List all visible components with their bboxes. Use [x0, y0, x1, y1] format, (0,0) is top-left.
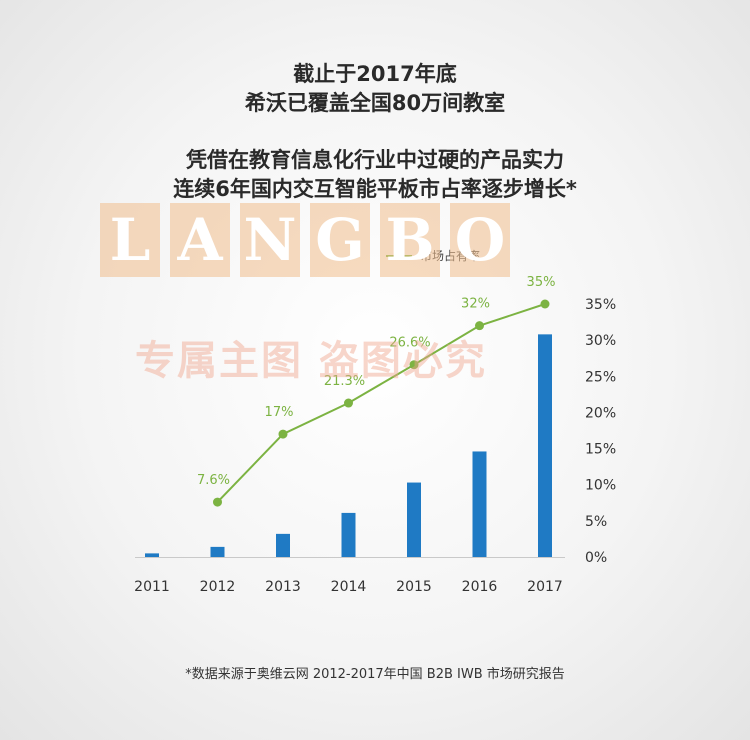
- market-share-point: [213, 497, 222, 507]
- bar-2015: [407, 482, 421, 557]
- x-tick-label: 2014: [331, 579, 367, 595]
- data-label: 7.6%: [197, 473, 230, 488]
- y-tick-label: 25%: [585, 369, 616, 385]
- y-tick-label: 20%: [585, 405, 616, 421]
- x-tick-label: 2013: [265, 579, 301, 595]
- y-tick-label: 30%: [585, 333, 616, 349]
- y-tick-label: 0%: [585, 550, 607, 566]
- market-share-point: [475, 321, 484, 331]
- bar-2014: [341, 512, 356, 557]
- market-share-point: [540, 299, 550, 309]
- watermark-letter: N: [240, 203, 300, 277]
- data-label: 35%: [527, 275, 556, 290]
- y-tick-label: 10%: [585, 478, 616, 494]
- market-share-point: [344, 398, 353, 408]
- watermark-letter: L: [100, 203, 160, 277]
- watermark-letter: O: [450, 203, 510, 277]
- x-tick-label: 2011: [134, 579, 170, 595]
- market-share-line: [216, 303, 546, 503]
- data-label: 26.6%: [389, 336, 430, 351]
- y-tick-label: 35%: [585, 297, 616, 313]
- data-label: 17%: [265, 405, 294, 420]
- x-tick-label: 2015: [396, 579, 432, 595]
- market-share-point: [409, 360, 419, 370]
- bar-2017: [538, 334, 552, 557]
- data-label: 21.3%: [324, 374, 365, 389]
- x-tick-label: 2016: [462, 579, 498, 595]
- watermark-subtitle: 专属主图 盗图必究: [135, 337, 487, 384]
- y-tick-label: 15%: [585, 442, 616, 458]
- bar-2012: [210, 546, 225, 557]
- source-footnote: *数据来源于奥维云网 2012-2017年中国 B2B IWB 市场研究报告: [185, 667, 565, 682]
- market-share-point: [278, 429, 288, 439]
- watermark-letter: G: [310, 203, 370, 277]
- watermark-logo: L A N G B O: [100, 203, 510, 277]
- y-tick-label: 5%: [585, 514, 607, 530]
- bar-2011: [145, 553, 159, 557]
- bar-2016: [472, 451, 487, 557]
- watermark-letter: A: [170, 203, 230, 277]
- watermark-letter: B: [380, 203, 440, 277]
- headline-line-2: 希沃已覆盖全国80万间教室: [244, 91, 506, 115]
- x-tick-label: 2012: [200, 579, 236, 595]
- bar-2013: [276, 533, 290, 557]
- data-label: 32%: [461, 297, 490, 312]
- headline-line-4: 连续6年国内交互智能平板市占率逐步增长*: [173, 177, 577, 201]
- x-tick-label: 2017: [527, 579, 563, 595]
- headline-line-1: 截止于2017年底: [293, 62, 457, 86]
- headline-line-3: 凭借在教育信息化行业中过硬的产品实力: [186, 148, 564, 172]
